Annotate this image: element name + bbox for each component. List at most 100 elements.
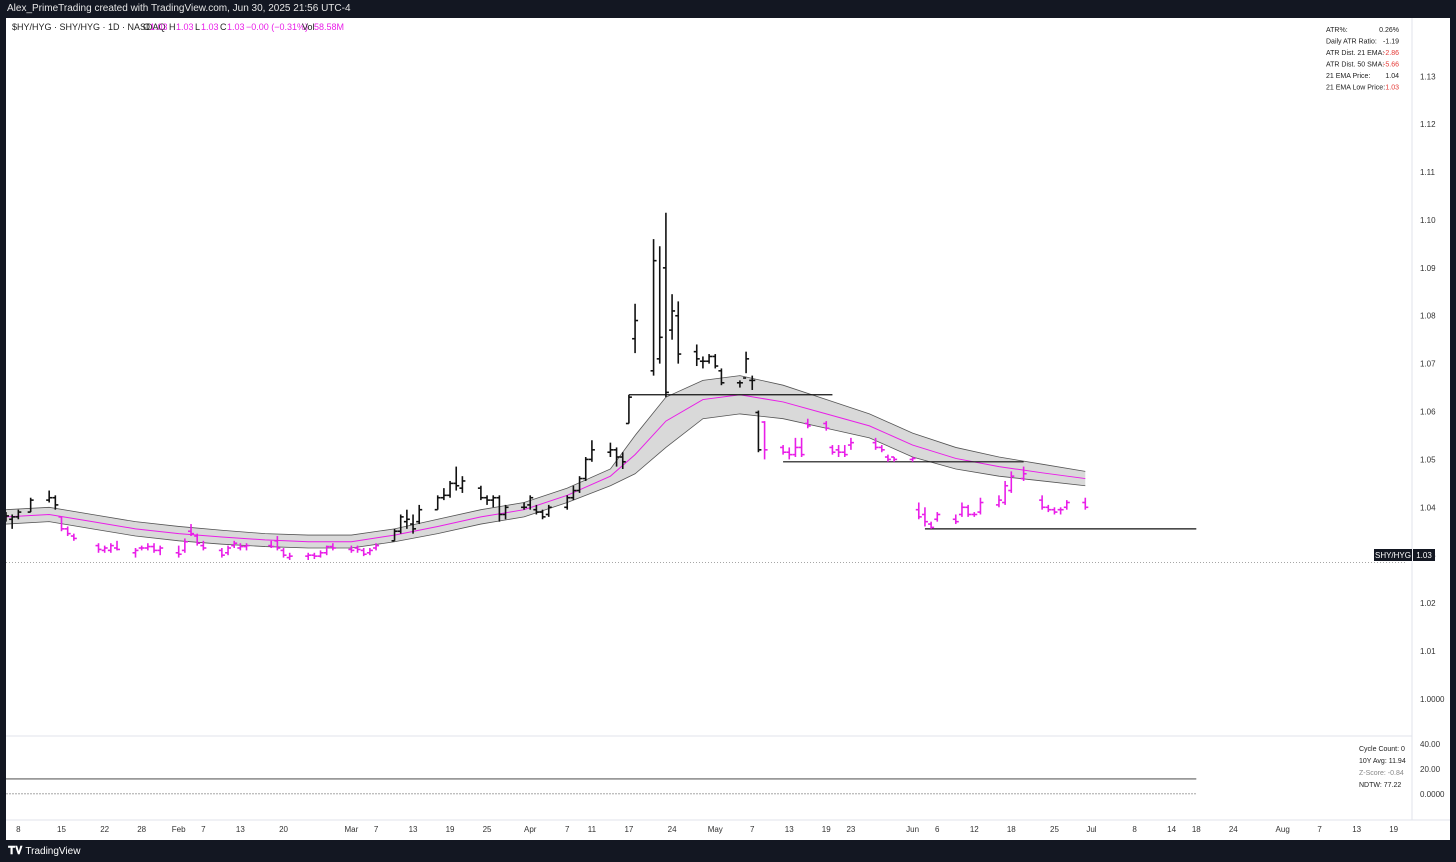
price-tag-value-box xyxy=(1413,549,1435,561)
ohlc-bar xyxy=(311,552,318,560)
ohlc-bar xyxy=(699,356,706,369)
ohlc-bar xyxy=(977,497,984,515)
time-tick-label: 24 xyxy=(668,825,677,834)
ohlc-bar xyxy=(835,445,842,458)
ohlc-bar xyxy=(712,354,719,369)
time-tick-label: 7 xyxy=(750,825,755,834)
ohlc-bar xyxy=(1051,507,1058,515)
time-tick-label: 6 xyxy=(935,825,940,834)
ohlc-bar xyxy=(619,452,626,469)
cycle-stat-line: Cycle Count: 0 xyxy=(1359,746,1405,753)
ohlc-bar xyxy=(15,509,22,520)
ohlc-bar xyxy=(632,303,639,354)
ohlc-bar xyxy=(243,543,250,551)
legend-symbol: $HY/HYG · SHY/HYG · 1D · NASDAQ xyxy=(12,22,166,32)
change-value: −0.00 (−0.31%) xyxy=(246,22,308,32)
tradingview-logo[interactable]: 𝐓𝐕 TradingView xyxy=(8,845,80,858)
time-tick-label: 18 xyxy=(1192,825,1201,834)
ohlc-bar xyxy=(391,528,398,542)
ohlc-bar xyxy=(144,543,151,551)
ohlc-bar xyxy=(416,504,423,525)
price-chart[interactable]: 40.00 20.00 0.0000 1.13 1.12 1.11 1.10 1.09 1.0… xyxy=(3,18,1450,840)
ohlc-bars-layer xyxy=(3,212,1089,560)
ohlc-bar xyxy=(650,239,657,376)
ohlc-bar xyxy=(323,545,330,556)
ohlc-bar xyxy=(706,354,713,364)
price-tick-label: 1.04 xyxy=(1420,503,1436,512)
ohlc-bar xyxy=(780,445,787,455)
sub-pane-layer: 40.00 20.00 0.0000 xyxy=(6,740,1445,799)
price-tick-label: 1.09 xyxy=(1420,264,1436,273)
ohlc-bar xyxy=(804,418,811,429)
low-label: L xyxy=(195,22,200,32)
ohlc-bar xyxy=(576,476,583,493)
stats-label: ATR%: xyxy=(1326,27,1348,34)
ohlc-bar xyxy=(1082,497,1089,510)
ohlc-bar xyxy=(1020,466,1027,481)
time-tick-label: 17 xyxy=(624,825,633,834)
tradingview-logo-icon: 𝐓𝐕 xyxy=(8,845,23,857)
time-tick-label: Apr xyxy=(524,825,537,834)
price-tick-label: 1.01 xyxy=(1420,647,1436,656)
ohlc-bar xyxy=(1045,504,1052,513)
ohlc-bar xyxy=(891,456,898,462)
stats-label: Daily ATR Ratio: xyxy=(1326,39,1377,46)
ohlc-bar xyxy=(884,454,891,462)
ohlc-bar xyxy=(360,548,367,557)
stats-value: -5.66 xyxy=(1383,62,1399,69)
level-lines-layer xyxy=(6,394,1406,563)
ohlc-bar xyxy=(95,543,102,553)
axis-layer: 1.13 1.12 1.11 1.10 1.09 1.08 1.07 1.06 1.05 1.04… xyxy=(16,72,1445,834)
ohlc-bar xyxy=(539,509,546,520)
price-tick-label: 1.05 xyxy=(1420,455,1436,464)
time-tick-label: 13 xyxy=(409,825,418,834)
ohlc-bar xyxy=(46,490,53,503)
ohlc-bar xyxy=(107,543,114,553)
sub-pane-tick-label: 0.0000 xyxy=(1420,790,1445,799)
ohlc-bar xyxy=(9,514,16,529)
time-tick-label: 8 xyxy=(1132,825,1137,834)
ohlc-bar xyxy=(847,437,854,450)
time-tick-label: 18 xyxy=(1007,825,1016,834)
ohlc-bar xyxy=(965,504,972,517)
ohlc-bar xyxy=(841,445,848,458)
time-tick-label: 20 xyxy=(279,825,288,834)
cycle-stats: Cycle Count: 0 10Y Avg: 11.94 Z-Score: -0.… xyxy=(1359,746,1406,789)
volume-value: 58.58M xyxy=(314,22,344,32)
last-price-tag: SHY/HYG 1.03 xyxy=(1374,549,1435,561)
ohlc-bar xyxy=(453,466,460,491)
ohlc-bar xyxy=(268,540,275,548)
time-tick-label: 22 xyxy=(100,825,109,834)
price-tick-label: 1.08 xyxy=(1420,312,1436,321)
ohlc-bar xyxy=(366,548,373,556)
time-tick-label: 13 xyxy=(1352,825,1361,834)
ohlc-bar xyxy=(496,495,503,522)
ohlc-bar xyxy=(1063,500,1070,510)
ohlc-bar xyxy=(274,536,281,551)
legend-header: $HY/HYG · SHY/HYG · 1D · NASDAQ O 1.03 H… xyxy=(12,22,344,32)
ohlc-bar xyxy=(545,504,552,517)
close-value: 1.03 xyxy=(227,22,245,32)
high-label: H xyxy=(169,22,176,32)
low-value: 1.03 xyxy=(201,22,219,32)
price-tick-label: 1.10 xyxy=(1420,216,1436,225)
cycle-stat-line: NDTW: 77.22 xyxy=(1359,782,1401,789)
stats-label: ATR Dist. 50 SMA: xyxy=(1326,62,1384,69)
ohlc-bar xyxy=(582,457,589,481)
plot-background xyxy=(6,18,1450,840)
ohlc-bar xyxy=(132,548,139,558)
ohlc-bar xyxy=(138,545,145,551)
ohlc-bar xyxy=(662,212,669,398)
price-tag-value: 1.03 xyxy=(1416,551,1432,560)
ohlc-bar xyxy=(755,410,762,453)
ohlc-bar xyxy=(564,495,571,510)
ema-band-fill xyxy=(6,375,1086,548)
ohlc-bar xyxy=(669,294,676,340)
ohlc-bar xyxy=(231,540,238,548)
ohlc-bar xyxy=(151,543,158,553)
ohlc-bar xyxy=(200,540,207,551)
ohlc-bar xyxy=(527,495,534,510)
credit-text: Alex_PrimeTrading created with TradingVi… xyxy=(7,3,351,14)
chart-panel[interactable]: 40.00 20.00 0.0000 1.13 1.12 1.11 1.10 1.09 1.0… xyxy=(3,18,1450,840)
time-tick-label: 25 xyxy=(1050,825,1059,834)
